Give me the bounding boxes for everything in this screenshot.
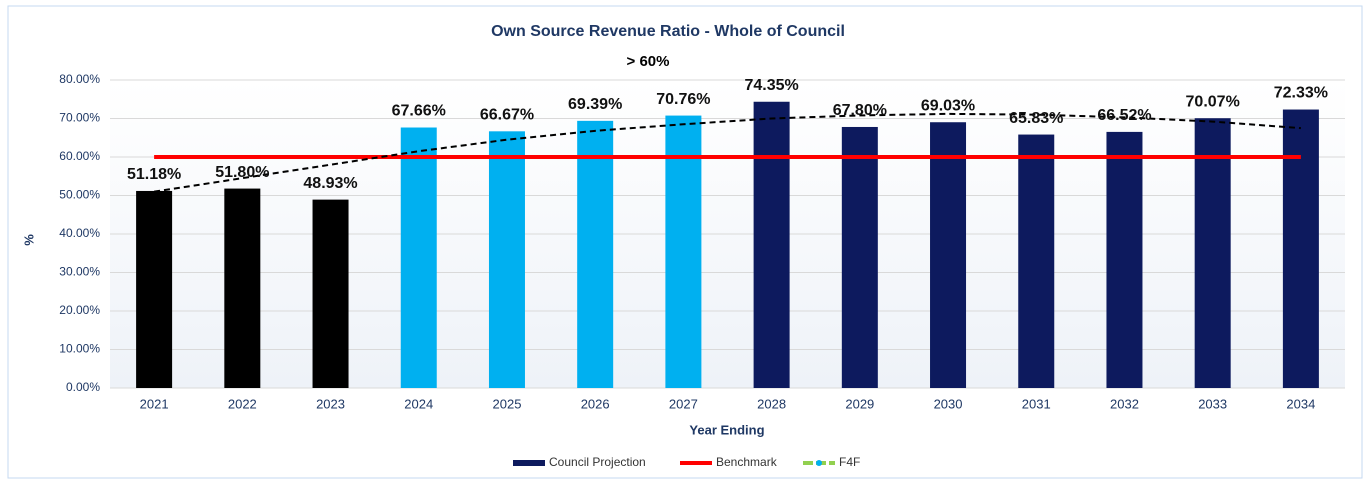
- bar: [577, 120, 614, 388]
- x-tick-label: 2021: [140, 396, 169, 411]
- bar: [224, 188, 261, 388]
- x-tick-label: 2034: [1286, 396, 1315, 411]
- x-tick-label: 2023: [316, 396, 345, 411]
- value-label: 67.80%: [833, 102, 887, 119]
- annotation: > 60%: [627, 53, 670, 70]
- bar: [136, 190, 173, 388]
- y-tick-label: 40.00%: [59, 226, 100, 240]
- value-label: 70.76%: [656, 91, 710, 108]
- value-label: 66.67%: [480, 107, 534, 124]
- y-tick-label: 80.00%: [59, 72, 100, 86]
- bar: [930, 122, 967, 388]
- legend-label: F4F: [839, 455, 860, 469]
- bar: [488, 131, 525, 388]
- trendline: [153, 112, 1301, 193]
- x-axis-label: Year Ending: [689, 422, 764, 437]
- bar: [312, 199, 349, 388]
- value-label: 74.35%: [744, 77, 798, 94]
- bar: [1282, 109, 1319, 388]
- x-tick-label: 2022: [228, 396, 257, 411]
- x-tick-label: 2030: [934, 396, 963, 411]
- bar: [1194, 118, 1231, 388]
- x-tick-label: 2025: [493, 396, 522, 411]
- legend-marker: [816, 460, 822, 466]
- x-tick-label: 2024: [404, 396, 433, 411]
- x-tick-label: 2027: [669, 396, 698, 411]
- y-tick-label: 10.00%: [59, 342, 100, 356]
- legend-swatch: [513, 460, 545, 466]
- y-tick-label: 20.00%: [59, 303, 100, 317]
- bar: [400, 127, 437, 388]
- value-label: 69.39%: [568, 96, 622, 113]
- value-label: 67.66%: [392, 103, 446, 120]
- x-tick-label: 2029: [845, 396, 874, 411]
- bar: [1106, 131, 1143, 388]
- bar: [841, 126, 878, 388]
- y-axis-label: %: [21, 234, 36, 246]
- x-tick-label: 2033: [1198, 396, 1227, 411]
- y-tick-label: 50.00%: [59, 188, 100, 202]
- y-tick-label: 60.00%: [59, 149, 100, 163]
- value-label: 70.07%: [1186, 93, 1240, 110]
- y-tick-label: 0.00%: [66, 380, 100, 394]
- x-tick-label: 2031: [1022, 396, 1051, 411]
- y-tick-label: 70.00%: [59, 111, 100, 125]
- value-label: 51.80%: [215, 164, 269, 181]
- x-tick-label: 2028: [757, 396, 786, 411]
- legend-label: Benchmark: [716, 455, 778, 469]
- value-label: 48.93%: [303, 175, 357, 192]
- y-tick-label: 30.00%: [59, 265, 100, 279]
- chart-title: Own Source Revenue Ratio - Whole of Coun…: [491, 23, 845, 40]
- bar: [753, 101, 790, 388]
- value-label: 66.52%: [1097, 107, 1151, 124]
- value-label: 69.03%: [921, 97, 975, 114]
- x-tick-label: 2032: [1110, 396, 1139, 411]
- value-label: 65.83%: [1009, 110, 1063, 127]
- value-label: 51.18%: [127, 166, 181, 183]
- value-label: 72.33%: [1274, 85, 1328, 102]
- bar: [665, 115, 702, 388]
- legend-label: Council Projection: [549, 455, 646, 469]
- bar: [1018, 134, 1055, 388]
- x-tick-label: 2026: [581, 396, 610, 411]
